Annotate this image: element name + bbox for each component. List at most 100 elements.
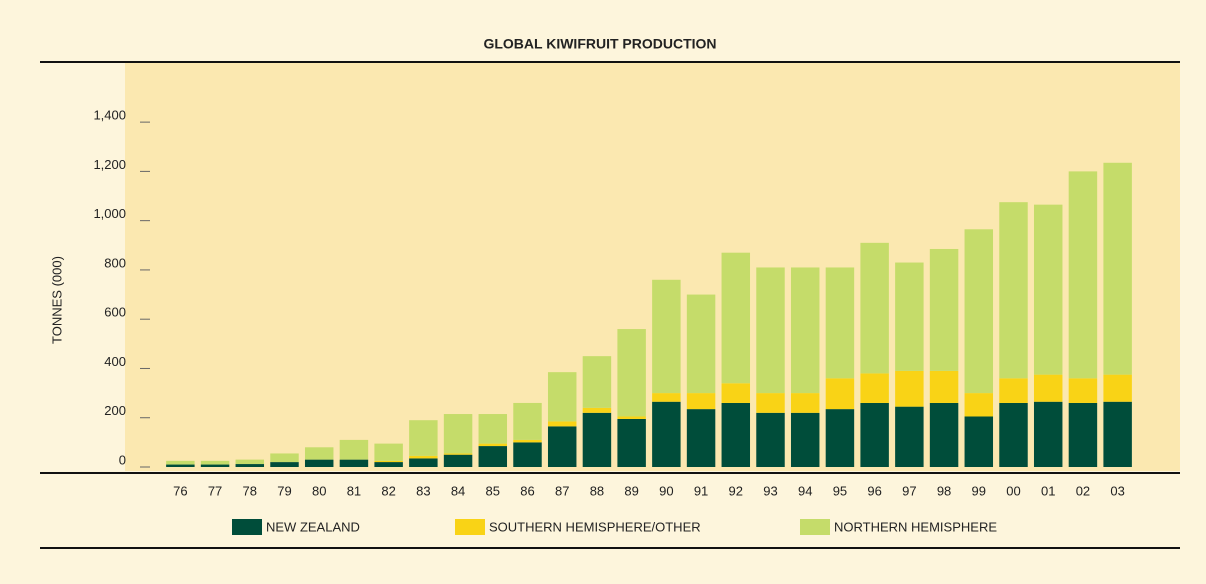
bar-segment — [478, 446, 508, 467]
bar-segment — [860, 242, 889, 374]
bar-segment — [304, 459, 334, 467]
bar-segment — [964, 416, 994, 467]
bar-segment — [825, 409, 855, 467]
bar-segment — [825, 267, 855, 379]
bar-segment — [756, 267, 785, 394]
bar-segment — [617, 329, 646, 417]
bar-segment — [1103, 374, 1132, 402]
bar-segment — [617, 418, 646, 467]
bar-segment — [478, 443, 508, 447]
bar-segment — [756, 412, 785, 467]
x-tick-label: 97 — [902, 483, 916, 498]
x-tick-label: 88 — [590, 483, 604, 498]
legend-swatch — [800, 519, 830, 535]
bar-segment — [895, 406, 924, 467]
x-tick-label: 91 — [694, 483, 708, 498]
bar-segment — [166, 460, 195, 465]
bar-segment — [790, 267, 820, 394]
bar-segment — [756, 393, 785, 413]
x-tick-label: 87 — [555, 483, 569, 498]
bar-segment — [166, 464, 195, 467]
bar-segment — [339, 439, 369, 460]
y-tick-label: 200 — [104, 403, 126, 418]
y-tick-label: 600 — [104, 305, 126, 320]
x-tick-label: 83 — [416, 483, 430, 498]
x-tick-label: 78 — [243, 483, 257, 498]
bar-segment — [409, 455, 438, 459]
bar-segment — [1068, 378, 1098, 403]
bar-segment — [721, 252, 751, 384]
bar-segment — [825, 378, 855, 410]
x-tick-label: 94 — [798, 483, 812, 498]
y-tick-label: 0 — [119, 452, 126, 467]
bar-segment — [547, 372, 577, 422]
x-tick-label: 76 — [173, 483, 187, 498]
x-tick-label: 01 — [1041, 483, 1055, 498]
x-tick-label: 89 — [624, 483, 638, 498]
bar-segment — [443, 454, 473, 467]
x-tick-label: 79 — [277, 483, 291, 498]
bar-segment — [304, 447, 334, 460]
bar-segment — [964, 229, 994, 394]
legend-swatch — [455, 519, 485, 535]
bar-segment — [582, 356, 612, 408]
bar-segment — [235, 459, 265, 465]
x-tick-label: 92 — [729, 483, 743, 498]
y-tick-label: 800 — [104, 255, 126, 270]
bar-segment — [513, 402, 542, 440]
bar-segment — [270, 462, 299, 467]
bar-segment — [686, 393, 716, 410]
bar-segment — [895, 262, 924, 371]
bar-segment — [929, 248, 959, 371]
bar-segment — [1103, 162, 1132, 375]
bar-segment — [1033, 204, 1063, 375]
bar-segment — [860, 373, 889, 403]
bar-segment — [443, 414, 473, 454]
bar-segment — [964, 393, 994, 417]
x-tick-label: 99 — [972, 483, 986, 498]
legend-label: NORTHERN HEMISPHERE — [834, 519, 997, 534]
bar-segment — [478, 414, 508, 444]
bar-segment — [547, 426, 577, 467]
bar-segment — [652, 393, 681, 402]
x-tick-label: 82 — [381, 483, 395, 498]
bar-segment — [1033, 374, 1063, 402]
x-tick-label: 81 — [347, 483, 361, 498]
bar-segment — [374, 460, 403, 463]
y-tick-label: 1,400 — [93, 108, 126, 123]
bar-segment — [860, 402, 889, 467]
bar-segment — [235, 464, 265, 467]
legend-label: NEW ZEALAND — [266, 519, 360, 534]
bar-segment — [686, 294, 716, 394]
x-tick-label: 85 — [486, 483, 500, 498]
x-tick-label: 80 — [312, 483, 326, 498]
bar-segment — [999, 402, 1028, 467]
bar-segment — [409, 420, 438, 456]
y-axis-label: TONNES (000) — [49, 256, 64, 344]
bar-segment — [1103, 401, 1132, 467]
bar-segment — [374, 462, 403, 467]
legend-swatch — [232, 519, 262, 535]
bar-segment — [547, 421, 577, 427]
y-tick-label: 1,000 — [93, 206, 126, 221]
bar-segment — [374, 443, 403, 461]
x-tick-label: 96 — [867, 483, 881, 498]
x-tick-label: 86 — [520, 483, 534, 498]
bar-segment — [686, 409, 716, 467]
x-tick-label: 90 — [659, 483, 673, 498]
bar-segment — [721, 383, 751, 403]
bar-segment — [443, 453, 473, 455]
y-tick-label: 400 — [104, 354, 126, 369]
x-tick-label: 02 — [1076, 483, 1090, 498]
bar-segment — [790, 412, 820, 467]
bar-segment — [1068, 171, 1098, 379]
x-tick-label: 98 — [937, 483, 951, 498]
bar-segment — [513, 442, 542, 467]
bar-segment — [999, 378, 1028, 403]
bar-segment — [582, 407, 612, 413]
bar-segment — [200, 460, 230, 465]
x-tick-label: 95 — [833, 483, 847, 498]
y-tick-label: 1,200 — [93, 157, 126, 172]
chart-title: GLOBAL KIWIFRUIT PRODUCTION — [483, 36, 716, 52]
